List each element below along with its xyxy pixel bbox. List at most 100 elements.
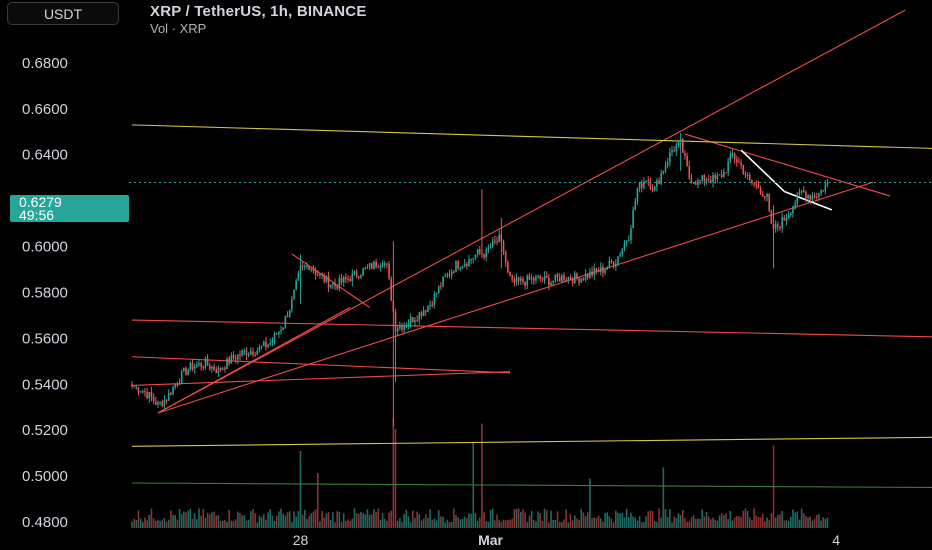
bar-countdown: 49:56 (19, 207, 55, 223)
volume-bar (340, 521, 343, 528)
volume-bar (820, 520, 822, 528)
price-axis[interactable]: 0.70000.68000.66000.64000.62000.60000.58… (0, 0, 129, 550)
candle-body (599, 266, 602, 273)
trendline-early-support[interactable] (157, 306, 351, 414)
volume-bar (258, 515, 261, 528)
candle-body (379, 265, 382, 268)
trendline-flat-red-1[interactable] (131, 319, 932, 338)
volume-bar (427, 517, 429, 528)
candle-body (768, 193, 770, 211)
volume-bar (420, 520, 423, 528)
volume-bar (589, 478, 591, 528)
candle-body (196, 364, 198, 367)
trendline-descending-red[interactable] (684, 133, 891, 197)
candle-body (265, 341, 267, 348)
currency-button[interactable]: USDT (7, 2, 119, 25)
volume-bar (805, 515, 807, 528)
candle-body (638, 182, 641, 189)
volume-bar (736, 516, 738, 528)
candle-body (301, 265, 304, 267)
volume-bar (304, 509, 306, 528)
candle-body (571, 279, 574, 283)
time-tick-label: 4 (832, 532, 840, 548)
volume-bar (174, 515, 176, 528)
trendline-flat-red-2[interactable] (131, 356, 511, 374)
volume-bar (412, 510, 414, 528)
volume-bar (688, 521, 691, 528)
candle-body (569, 276, 572, 280)
volume-indicator-label[interactable]: Vol · XRP (150, 21, 207, 36)
candle-body (422, 310, 425, 316)
trendline-flat-red-3[interactable] (131, 371, 511, 386)
candle-body (818, 193, 820, 197)
volume-bar (679, 515, 682, 528)
symbol-title[interactable]: XRP / TetherUS, 1h, BINANCE (150, 3, 367, 20)
price-tick-label: 0.6400 (22, 147, 68, 164)
volume-bar (552, 519, 554, 528)
candle-body (278, 331, 280, 335)
time-axis[interactable]: 28 Mar 4 (129, 528, 932, 550)
volume-bar (673, 516, 675, 528)
candle-body (545, 275, 548, 278)
volume-bar (275, 515, 278, 528)
volume-bar (809, 516, 812, 528)
volume-bar (522, 509, 524, 528)
volume-bar (733, 517, 736, 528)
candle-body (565, 279, 567, 281)
candle-body (407, 323, 410, 326)
volume-bar (250, 511, 252, 528)
trendline-green-bottom[interactable] (131, 482, 932, 489)
candle-body (355, 271, 358, 277)
volume-bar (463, 516, 466, 528)
candle-body (221, 368, 224, 371)
trendlines[interactable] (131, 9, 932, 489)
candle-body (316, 274, 319, 276)
candle-body (574, 273, 576, 283)
volume-bar (796, 511, 799, 528)
volume-bar (556, 511, 559, 528)
volume-bar (755, 515, 758, 528)
volume-bar (517, 508, 520, 528)
volume-bar (783, 520, 786, 528)
candle-body (729, 154, 732, 162)
candle-body (586, 274, 589, 278)
volume-bar (571, 520, 574, 528)
trendline-rising-support[interactable] (157, 181, 874, 414)
trendline-white-pennant[interactable] (740, 149, 785, 193)
candle-body (802, 190, 805, 193)
candle-body (228, 358, 230, 364)
candle-body (481, 253, 483, 255)
trendline-yellow-top[interactable] (131, 124, 932, 149)
trendline-wedge-top[interactable] (291, 253, 370, 308)
candle-body (137, 387, 140, 393)
candle-body (787, 214, 790, 219)
volume-bar (537, 511, 539, 528)
volume-bar (558, 521, 561, 528)
trendline-rising-channel-upper[interactable] (157, 9, 906, 414)
volume-bar (643, 522, 645, 528)
candle-body (252, 351, 254, 355)
volume-bar (407, 516, 410, 528)
candle-body (774, 224, 777, 229)
volume-bar (142, 522, 144, 528)
candle-body (610, 260, 613, 263)
volume-bar (137, 510, 140, 528)
volume-bars (131, 418, 829, 528)
volume-bar (329, 520, 332, 528)
price-tick-label: 0.5600 (22, 330, 68, 347)
candle-body (176, 384, 179, 386)
volume-bar (513, 509, 516, 528)
volume-bar (286, 512, 289, 528)
volume-bar (625, 508, 628, 528)
volume-bar (511, 518, 513, 528)
volume-bar (653, 521, 656, 528)
volume-bar (355, 513, 358, 528)
volume-bar (241, 515, 243, 528)
volume-bar (759, 517, 762, 528)
volume-bar (716, 520, 719, 528)
volume-bar (543, 508, 546, 528)
candle-body (373, 261, 375, 269)
trendline-yellow-bottom[interactable] (131, 436, 932, 447)
